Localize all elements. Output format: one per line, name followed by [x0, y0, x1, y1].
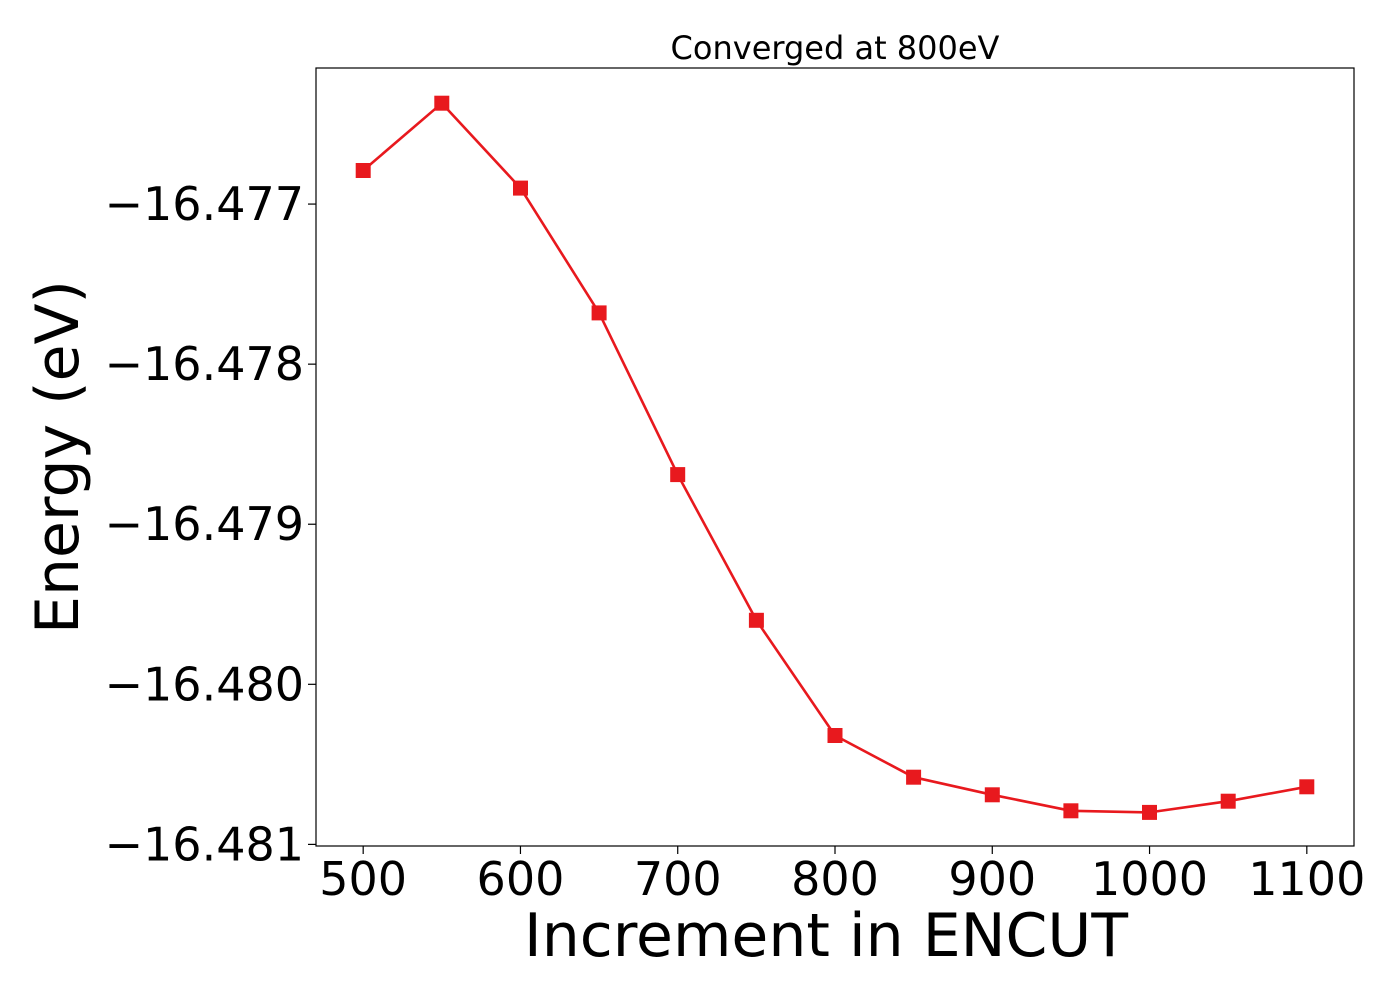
y-tick-label: −16.478: [105, 337, 305, 391]
data-point-marker: [1063, 803, 1079, 819]
data-point-marker: [591, 305, 607, 321]
x-tick-label: 1000: [1091, 852, 1208, 906]
data-point-marker: [434, 95, 450, 111]
y-axis-label: Energy (eV): [23, 280, 93, 634]
x-tick-label: 500: [319, 852, 407, 906]
x-axis: 500 600 700 800 900 1000 1100: [319, 846, 1365, 906]
y-tick-label: −16.481: [105, 817, 305, 871]
x-axis-label: Increment in ENCUT: [524, 901, 1128, 971]
data-point-marker: [1220, 793, 1236, 809]
y-tick-label: −16.479: [105, 497, 305, 551]
x-tick-label: 700: [634, 852, 722, 906]
chart-title: Converged at 800eV: [671, 29, 1000, 67]
data-point-marker: [827, 728, 843, 743]
data-point-marker: [748, 612, 764, 628]
data-point-marker: [513, 180, 528, 196]
data-point-marker: [1142, 804, 1157, 820]
x-tick-label: 1100: [1248, 852, 1365, 906]
y-axis: −16.477 −16.478 −16.479 −16.480 −16.481: [105, 177, 316, 871]
data-point-marker: [984, 787, 1000, 803]
data-point-marker: [1299, 779, 1315, 795]
data-point-marker: [906, 769, 922, 785]
data-point-marker: [355, 163, 371, 178]
x-tick-label: 900: [948, 852, 1036, 906]
x-tick-label: 800: [791, 852, 879, 906]
x-tick-label: 600: [477, 852, 565, 906]
series-layer: [355, 95, 1315, 820]
y-tick-label: −16.480: [105, 657, 305, 711]
data-point-marker: [670, 467, 686, 483]
plot-area: [315, 67, 1355, 847]
y-tick-label: −16.477: [105, 177, 305, 231]
